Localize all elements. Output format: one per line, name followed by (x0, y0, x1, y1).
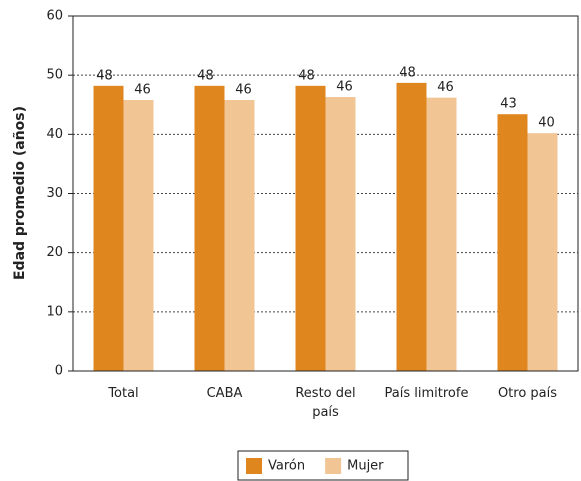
bar (295, 85, 326, 372)
legend-swatch (246, 458, 262, 474)
legend-label: Varón (268, 459, 305, 474)
legend-label: Mujer (347, 459, 384, 474)
x-tick-label: Otro país (497, 386, 558, 401)
legend-swatch (325, 458, 342, 474)
bar (93, 85, 124, 372)
y-tick-label: 10 (46, 304, 63, 319)
plot-frame (72, 15, 579, 372)
y-tick-label: 50 (46, 68, 63, 83)
x-tick-label: País limitrofe (384, 386, 469, 401)
bar (194, 85, 225, 372)
bar (497, 114, 528, 371)
bar (224, 100, 255, 372)
y-tick-label: 40 (46, 127, 63, 142)
y-tick-label: 60 (46, 9, 63, 24)
value-label: 46 (437, 80, 454, 95)
y-axis-label: Edad promedio (años) (12, 106, 28, 280)
bar (396, 82, 427, 371)
x-tick-label: Resto del país (295, 386, 356, 420)
y-tick-label: 0 (55, 364, 63, 379)
bar (426, 97, 457, 372)
value-label: 40 (538, 116, 555, 131)
y-tick-label: 20 (46, 245, 63, 260)
value-label: 46 (235, 83, 252, 98)
value-label: 46 (336, 80, 353, 95)
value-label: 48 (197, 68, 214, 83)
bar (325, 97, 356, 371)
bar (123, 100, 154, 372)
value-label: 48 (96, 68, 113, 83)
x-tick-label: Total (108, 386, 139, 401)
value-label: 43 (500, 97, 517, 112)
value-label: 46 (134, 83, 151, 98)
value-label: 48 (298, 68, 315, 83)
legend-box (237, 450, 409, 481)
bar (527, 133, 558, 371)
x-tick-label: CABA (206, 386, 243, 401)
y-tick-label: 30 (46, 186, 63, 201)
value-label: 48 (399, 65, 416, 80)
